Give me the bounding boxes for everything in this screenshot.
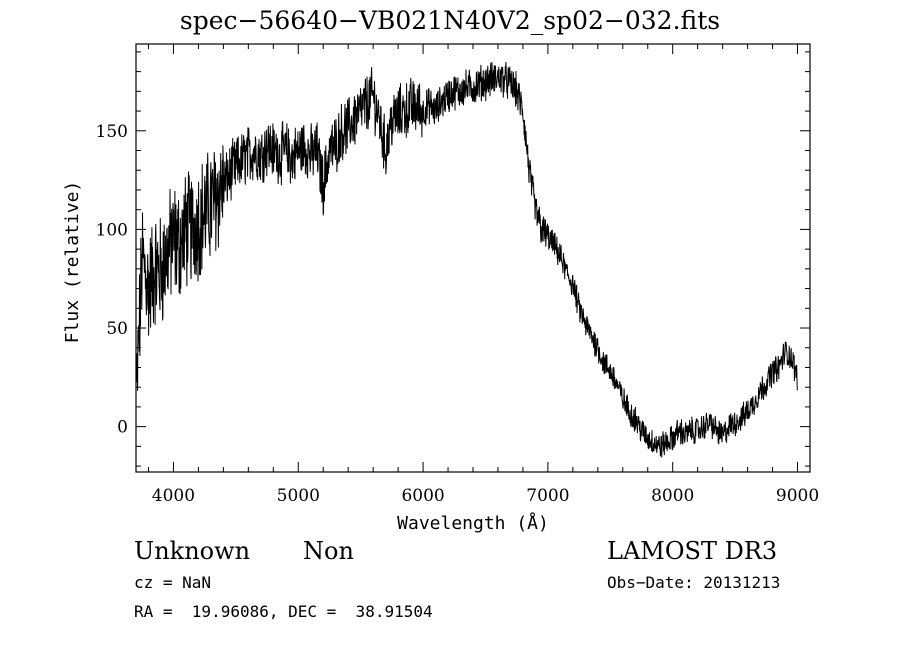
object-subclass: Non: [303, 537, 354, 565]
x-tick-label: 4000: [152, 486, 195, 506]
ra-dec-coordinates: RA = 19.96086, DEC = 38.91504: [134, 602, 433, 621]
axis-tick-labels: 4000 5000 6000 7000 8000 9000 0 50 100 150: [96, 122, 820, 506]
y-tick-label: 150: [96, 122, 128, 142]
y-tick-label: 100: [96, 220, 128, 240]
axis-ticks: [136, 44, 810, 472]
redshift-value: cz = NaN: [134, 573, 212, 592]
plot-frame: [135, 43, 811, 473]
y-tick-label: 50: [106, 319, 128, 339]
x-tick-label: 6000: [401, 486, 444, 506]
object-class: Unknown: [134, 537, 251, 565]
y-axis-label: Flux (relative): [62, 181, 83, 344]
x-tick-label: 8000: [651, 486, 694, 506]
y-tick-label: 0: [117, 418, 128, 438]
chart-title: spec−56640−VB021N40V2_sp02−032.fits: [179, 6, 721, 35]
flux-series-line: [136, 61, 798, 458]
x-tick-label: 7000: [526, 486, 569, 506]
x-tick-label: 5000: [277, 486, 320, 506]
x-tick-label: 9000: [776, 486, 819, 506]
x-axis-label: Wavelength (Å): [397, 512, 549, 534]
survey-name: LAMOST DR3: [607, 537, 778, 565]
observation-date: Obs−Date: 20131213: [607, 573, 781, 592]
